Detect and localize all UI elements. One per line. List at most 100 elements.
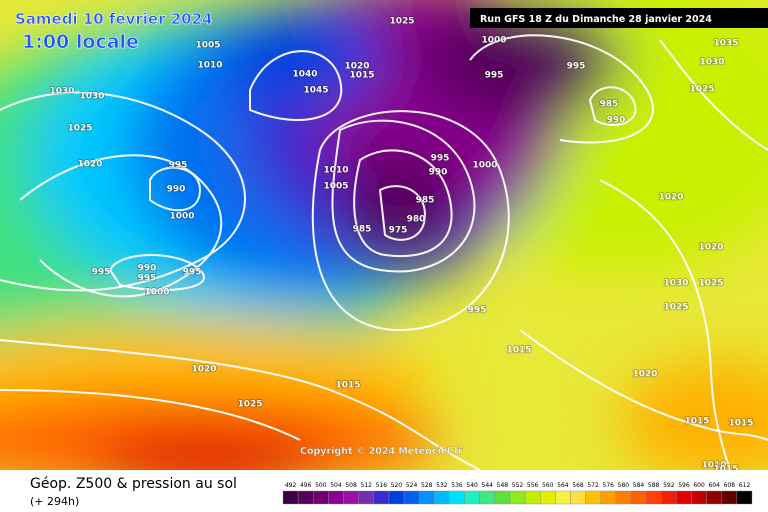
isobar-label: 1035	[713, 39, 738, 49]
isobar-label: 1025	[67, 124, 92, 134]
isobar-label: 1005	[323, 182, 348, 192]
isobar-label: 990	[429, 168, 448, 178]
isobar-label: 995	[169, 161, 188, 171]
scale-swatch	[494, 490, 511, 505]
local-time: 1:00 locale	[22, 31, 139, 53]
isobar-label: 990	[167, 185, 186, 195]
scale-label: 576	[603, 482, 615, 489]
isobar-label: 1010	[323, 166, 348, 176]
scale-label: 532	[436, 482, 448, 489]
scale-swatch	[539, 490, 556, 505]
isobar-label: 1005	[195, 41, 220, 51]
scale-label: 572	[587, 482, 599, 489]
scale-swatch	[509, 490, 526, 505]
isobar-label: 1030	[79, 92, 104, 102]
isobar-label: 1030	[663, 279, 688, 289]
scale-label: 504	[330, 482, 342, 489]
isobar-label: 1020	[77, 160, 102, 170]
scale-label: 548	[497, 482, 509, 489]
scale-swatch	[388, 490, 405, 505]
isobar-label: 995	[468, 306, 487, 316]
isobar-label: 985	[416, 196, 435, 206]
isobar-label: 1030	[699, 58, 724, 68]
isobar-label: 1015	[506, 346, 531, 356]
isobar-label: 1030	[49, 87, 74, 97]
scale-label: 528	[421, 482, 433, 489]
isobar-label: 1040	[292, 70, 317, 80]
scale-swatch	[661, 490, 677, 505]
scale-swatch	[434, 490, 450, 505]
scale-label: 560	[542, 482, 554, 489]
scale-label: 556	[527, 482, 539, 489]
scale-swatch	[403, 490, 420, 505]
scale-label: 608	[724, 482, 736, 489]
date: Samedi 10 février 2024	[15, 10, 212, 28]
isobar-label: 1015	[713, 465, 738, 475]
scale-swatch	[373, 490, 390, 505]
field	[0, 0, 768, 470]
isobar-label: 1000	[144, 288, 169, 298]
scale-label: 596	[678, 482, 690, 489]
scale-label: 592	[663, 482, 675, 489]
isobar-label: 1000	[472, 161, 497, 171]
isobar-label: 995	[92, 268, 111, 278]
copyright: Copyright © 2024 Meteociel.fr	[300, 446, 463, 457]
isobar-label: 995	[183, 268, 202, 278]
scale-label: 492	[285, 482, 297, 489]
scale-swatch	[676, 490, 692, 505]
scale-label: 536	[451, 482, 463, 489]
isobar-label: 975	[389, 226, 408, 236]
scale-label: 612	[739, 482, 751, 489]
scale-swatch	[736, 490, 753, 505]
isobar-label: 1025	[689, 85, 714, 95]
scale-swatch	[524, 490, 541, 505]
scale-swatch	[691, 490, 707, 505]
scale-swatch	[449, 490, 465, 505]
isobar-label: 1010	[197, 61, 222, 71]
isobar-label: 1020	[632, 370, 657, 380]
isobar-label: 1025	[389, 17, 414, 27]
isobar-label: 1020	[344, 62, 369, 72]
isobar-label: 1020	[658, 193, 683, 203]
scale-swatch	[343, 490, 359, 505]
scale-label: 500	[315, 482, 327, 489]
isobar-label: 995	[567, 62, 586, 72]
scale-label: 600	[693, 482, 705, 489]
scale-label: 588	[648, 482, 660, 489]
isobar-label: 1020	[191, 365, 216, 375]
run-box	[470, 8, 768, 28]
scale-swatch	[585, 490, 601, 505]
footer-lead: (+ 294h)	[30, 495, 79, 508]
scale-label: 544	[482, 482, 494, 489]
scale-swatch	[706, 490, 722, 505]
scale-swatch	[297, 490, 314, 505]
scale-swatch	[464, 490, 480, 505]
scale-swatch	[570, 490, 586, 505]
scale-label: 540	[466, 482, 478, 489]
isobar-label: 990	[138, 264, 157, 274]
scale-swatch	[313, 490, 329, 505]
scale-swatch	[479, 490, 496, 505]
scale-label: 568	[572, 482, 584, 489]
scale-label: 508	[345, 482, 357, 489]
run-info: Run GFS 18 Z du Dimanche 28 janvier 2024	[480, 14, 712, 25]
scale-swatch	[645, 490, 662, 505]
isobar-label: 995	[485, 71, 504, 81]
isobar-label: 1000	[481, 36, 506, 46]
scale-swatch	[721, 490, 738, 505]
isobar-label: 985	[353, 225, 372, 235]
scale-swatch	[630, 490, 647, 505]
isobar-label: 990	[607, 116, 626, 126]
isobar-label: 1000	[169, 212, 194, 222]
isobar-label: 995	[138, 274, 157, 284]
isobar-label: 985	[600, 100, 619, 110]
color-scale: 492 496 500 504 508 512 516 520 524 528 532 536 540 5…	[282, 482, 753, 505]
scale-label: 496	[300, 482, 312, 489]
scale-label: 520	[391, 482, 403, 489]
scale-label: 524	[406, 482, 418, 489]
isobar-label: 1010	[701, 461, 726, 471]
scale-swatch	[358, 490, 374, 505]
